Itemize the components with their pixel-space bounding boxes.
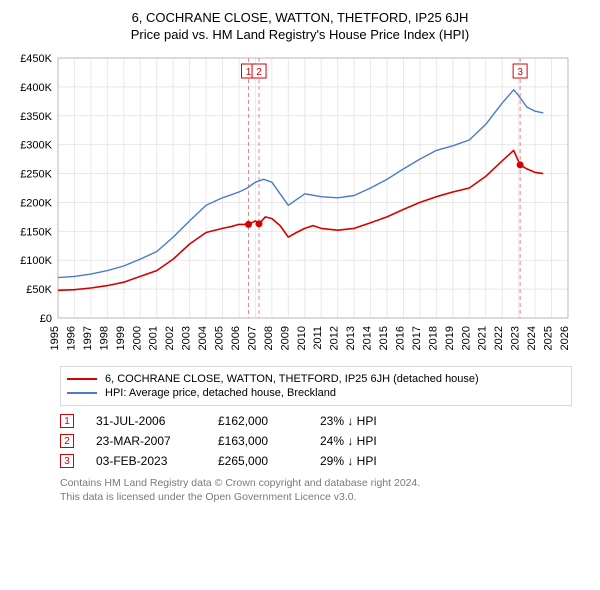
svg-text:£100K: £100K [20,255,52,267]
legend-swatch [67,392,97,394]
chart-area: £0 £50K £100K £150K £200K £250K £300K £350K £400… [10,50,590,360]
svg-text:2022: 2022 [493,326,505,350]
svg-text:1999: 1999 [115,326,127,350]
legend-swatch [67,378,97,380]
svg-text:1995: 1995 [49,326,61,350]
sale-diff: 24% ↓ HPI [320,434,410,448]
svg-text:2013: 2013 [345,326,357,350]
svg-text:£300K: £300K [20,140,52,152]
svg-text:2015: 2015 [378,326,390,350]
legend-item: HPI: Average price, detached house, Brec… [67,387,565,399]
sale-row: 1 31-JUL-2006 £162,000 23% ↓ HPI [60,414,572,428]
title-sub: Price paid vs. HM Land Registry's House … [0,27,600,42]
footer-line2: This data is licensed under the Open Gov… [60,490,572,504]
title-address: 6, COCHRANE CLOSE, WATTON, THETFORD, IP2… [0,10,600,25]
sales-table: 1 31-JUL-2006 £162,000 23% ↓ HPI 2 23-MAR-200… [60,414,572,468]
svg-text:£250K: £250K [20,169,52,181]
sale-date: 31-JUL-2006 [96,414,196,428]
sale-marker-box: 2 [60,434,74,448]
sale-date: 23-MAR-2007 [96,434,196,448]
svg-text:2012: 2012 [329,326,341,350]
svg-text:2009: 2009 [279,326,291,350]
svg-text:2014: 2014 [362,326,374,350]
svg-text:2018: 2018 [427,326,439,350]
sale-diff: 23% ↓ HPI [320,414,410,428]
svg-text:1: 1 [246,67,252,78]
sale-price: £265,000 [218,454,298,468]
svg-text:£50K: £50K [26,284,52,296]
svg-text:£200K: £200K [20,197,52,209]
svg-text:1996: 1996 [65,326,77,350]
footer-attrib: Contains HM Land Registry data © Crown c… [60,476,572,504]
svg-text:2019: 2019 [444,326,456,350]
svg-text:1997: 1997 [82,326,94,350]
sale-date: 03-FEB-2023 [96,454,196,468]
svg-text:2: 2 [256,67,262,78]
svg-text:2002: 2002 [164,326,176,350]
legend-label: HPI: Average price, detached house, Brec… [105,387,336,399]
legend-label: 6, COCHRANE CLOSE, WATTON, THETFORD, IP2… [105,373,479,385]
legend-item: 6, COCHRANE CLOSE, WATTON, THETFORD, IP2… [67,373,565,385]
legend: 6, COCHRANE CLOSE, WATTON, THETFORD, IP2… [60,366,572,406]
svg-text:2011: 2011 [312,326,324,350]
svg-text:2024: 2024 [526,326,538,350]
svg-text:£150K: £150K [20,226,52,238]
svg-text:2026: 2026 [559,326,571,350]
sale-row: 3 03-FEB-2023 £265,000 29% ↓ HPI [60,454,572,468]
svg-text:2020: 2020 [460,326,472,350]
svg-text:2000: 2000 [131,326,143,350]
svg-text:2006: 2006 [230,326,242,350]
svg-text:3: 3 [517,67,523,78]
sale-marker-box: 1 [60,414,74,428]
svg-text:2025: 2025 [543,326,555,350]
svg-text:£400K: £400K [20,82,52,94]
svg-text:2017: 2017 [411,326,423,350]
svg-text:2001: 2001 [148,326,160,350]
price-chart: £0 £50K £100K £150K £200K £250K £300K £350K £400… [10,50,590,360]
sale-price: £163,000 [218,434,298,448]
chart-titles: 6, COCHRANE CLOSE, WATTON, THETFORD, IP2… [0,0,600,42]
sale-row: 2 23-MAR-2007 £163,000 24% ↓ HPI [60,434,572,448]
svg-text:£450K: £450K [20,53,52,65]
svg-text:£350K: £350K [20,111,52,123]
svg-text:2008: 2008 [263,326,275,350]
svg-text:2010: 2010 [296,326,308,350]
svg-text:2003: 2003 [181,326,193,350]
sale-marker-box: 3 [60,454,74,468]
svg-text:2005: 2005 [214,326,226,350]
svg-text:2016: 2016 [394,326,406,350]
svg-text:2021: 2021 [477,326,489,350]
svg-text:1998: 1998 [98,326,110,350]
svg-text:2007: 2007 [246,326,258,350]
svg-text:2004: 2004 [197,326,209,350]
svg-text:2023: 2023 [510,326,522,350]
svg-text:£0: £0 [40,313,52,325]
sale-diff: 29% ↓ HPI [320,454,410,468]
footer-line1: Contains HM Land Registry data © Crown c… [60,476,572,490]
sale-price: £162,000 [218,414,298,428]
